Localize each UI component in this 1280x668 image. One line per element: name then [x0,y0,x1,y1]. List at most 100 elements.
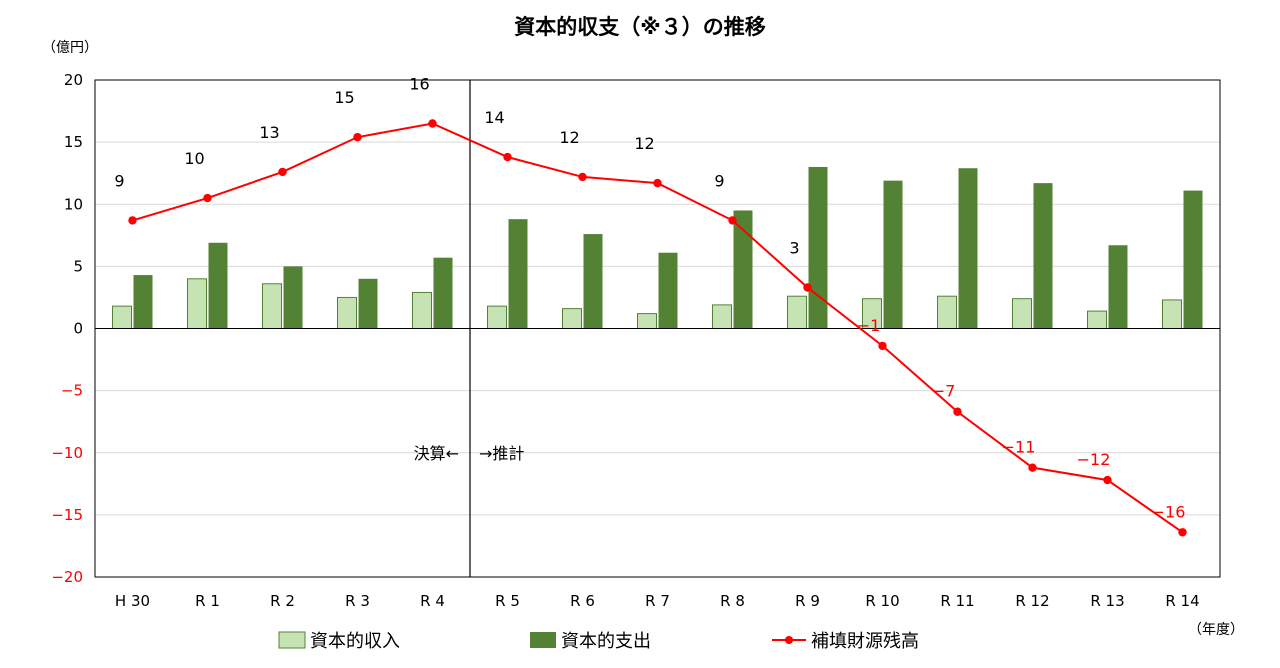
axes [94,79,1221,578]
bar-capital-income [262,283,282,329]
bar-capital-expenditure [1183,190,1203,329]
x-tick-label: R 5 [495,592,520,610]
bar-capital-income [112,305,132,330]
bar-capital-income [1087,310,1107,330]
balance-data-label: 9 [114,171,124,190]
chart-title: 資本的収支（※３）の推移 [514,15,765,39]
balance-marker [128,216,137,225]
y-tick-label: −10 [51,444,83,462]
balance-data-label: 9 [714,171,724,190]
bar-capital-income [562,308,582,329]
x-axis-unit-label: （年度） [1188,622,1244,638]
x-tick-label: R 9 [795,592,820,610]
x-tick-label: R 7 [645,592,670,610]
bar-capital-expenditure [358,278,378,329]
balance-marker [278,167,287,177]
bar-capital-expenditure [733,210,753,329]
legend: 資本的収入 資本的支出 補填財源残高 [278,631,919,652]
balance-data-label: 15 [334,88,354,107]
balance-line: 9 10 13 15 16 14 12 12 9 3 −1 −7 −11 −12 −16 [114,74,1187,537]
legend-label-capital-income: 資本的収入 [310,631,400,652]
balance-data-label: 16 [409,74,429,93]
balance-data-label: 13 [259,123,279,142]
x-tick-label: H 30 [115,592,150,610]
bar-capital-expenditure [808,166,828,329]
bar-capital-expenditure [283,266,303,329]
balance-data-label: 12 [634,134,654,153]
legend-swatch-marker [785,636,793,644]
bars [112,166,1203,330]
balance-data-label: −11 [1002,438,1036,457]
balance-marker [1028,463,1037,472]
balance-data-label: −1 [857,316,881,335]
y-tick-label: 5 [73,257,83,275]
bar-capital-expenditure [508,219,528,329]
legend-label-balance: 補填財源残高 [811,631,919,652]
y-tick-label: 0 [73,320,83,338]
y-axis-ticks: 20 15 10 5 0 −5 −10 −15 −20 [51,71,83,586]
balance-marker [653,178,662,188]
y-tick-label: −20 [51,568,83,586]
balance-marker [878,341,887,351]
balance-marker [503,152,512,162]
balance-marker [1178,528,1187,537]
bar-capital-expenditure [583,234,603,329]
y-tick-label: −15 [51,506,83,524]
bar-capital-income [412,291,432,329]
legend-swatch-capital-expenditure [530,632,556,648]
bar-capital-expenditure [958,168,978,329]
x-tick-label: R 2 [270,592,295,610]
bar-capital-expenditure [208,242,228,329]
bar-capital-income [712,304,732,329]
bar-capital-expenditure [658,252,678,329]
balance-marker [803,283,812,292]
x-tick-label: R 4 [420,592,445,610]
y-tick-label: 15 [64,133,83,151]
bar-capital-income [637,313,657,329]
balance-data-label: 14 [484,108,504,127]
bar-capital-income [1012,298,1032,329]
y-tick-label: −5 [61,382,83,400]
balance-marker [578,172,587,182]
bar-capital-income [937,295,957,330]
y-axis-unit-label: （億円） [42,40,98,56]
x-tick-label: R 12 [1015,592,1049,610]
bar-capital-expenditure [133,275,153,329]
bar-capital-income [487,305,507,330]
x-tick-label: R 1 [195,592,220,610]
x-tick-label: R 6 [570,592,595,610]
bar-capital-expenditure [883,180,903,329]
balance-marker [953,407,962,416]
balance-marker [1103,475,1112,485]
balance-data-label: 12 [559,128,579,147]
bar-capital-expenditure [1033,183,1053,329]
balance-marker [353,132,362,142]
y-tick-label: 20 [64,71,83,89]
bar-capital-income [787,295,807,330]
bar-capital-expenditure [433,257,453,329]
legend-label-capital-expenditure: 資本的支出 [561,631,651,652]
actual-results-label: 決算← [414,444,459,463]
balance-data-label: −12 [1077,450,1111,469]
legend-swatch-capital-income [278,631,306,649]
balance-data-label: −16 [1152,502,1186,521]
bar-capital-income [337,296,357,329]
gridlines [95,141,1220,516]
x-tick-label: R 10 [865,592,899,610]
x-tick-label: R 3 [345,592,370,610]
forecast-label: →推計 [479,444,524,463]
x-axis-ticks: H 30 R 1 R 2 R 3 R 4 R 5 R 6 R 7 R 8 R 9 R 10 R 11 R… [115,592,1200,610]
x-tick-label: R 11 [940,592,974,610]
y-tick-label: 10 [64,195,83,213]
x-tick-label: R 14 [1165,592,1199,610]
x-tick-label: R 13 [1090,592,1124,610]
bar-capital-income [1162,299,1182,329]
bar-capital-income [187,278,207,329]
balance-marker [203,193,212,203]
bar-capital-expenditure [1108,245,1128,329]
balance-data-label: 10 [184,149,204,168]
balance-marker [428,119,437,128]
balance-data-label: −7 [932,382,956,401]
